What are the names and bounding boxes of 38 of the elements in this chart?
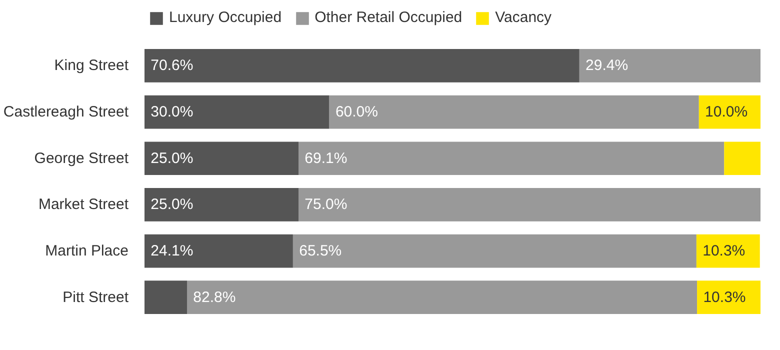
bar [144,188,298,222]
bar [697,280,760,314]
data-label: 29.4% [586,57,628,74]
bar [724,142,760,176]
legend-label: Luxury Occupied [169,9,282,26]
bar [144,49,580,82]
data-label: 70.6% [150,57,194,74]
bar [298,142,724,176]
data-label: 25.0% [150,196,194,214]
bar [696,234,760,268]
data-label: 30.0% [150,104,194,121]
bar [144,280,188,314]
y-tick-label: Pitt Street [62,288,130,306]
bar [329,95,699,129]
data-label: 65.5% [299,242,342,260]
data-label: 10.3% [703,288,746,306]
bar [298,188,760,222]
data-label: 69.1% [304,150,348,167]
y-tick-label: Market Street [38,196,130,214]
y-tick-label: Castlereagh Street [3,104,130,121]
data-label: 75.0% [304,196,348,214]
data-label: 10.0% [705,104,748,121]
bar [144,142,298,176]
bar [292,234,696,268]
y-tick-label: King Street [54,57,130,74]
bar [187,280,698,314]
bar [144,95,330,129]
legend-label: Other Retail Occupied [314,9,462,26]
y-tick-label: George Street [34,150,130,167]
data-label: 10.3% [702,242,746,260]
data-label: 60.0% [335,104,378,121]
data-label: 24.1% [150,242,194,260]
bar [579,49,760,82]
y-tick-label: Martin Place [45,242,129,260]
data-label: 25.0% [150,150,194,167]
data-label: 82.8% [193,288,236,306]
legend-label: Vacancy [495,9,552,26]
bar [144,234,293,268]
